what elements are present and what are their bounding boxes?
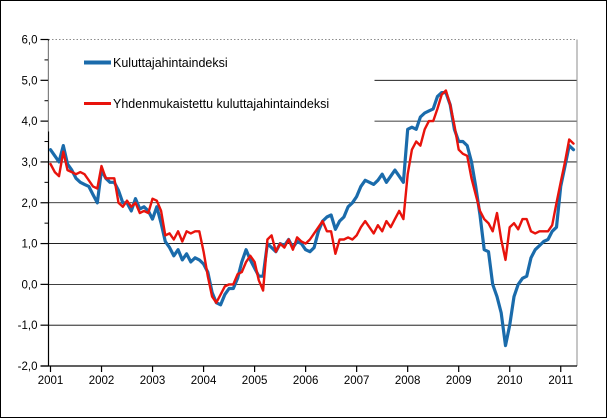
x-axis-label: 2006 <box>293 375 319 387</box>
x-axis-label: 2003 <box>140 375 166 387</box>
cpi-legend-label: Kuluttajahintaindeksi <box>113 56 228 70</box>
x-axis-label: 2005 <box>242 375 268 387</box>
legend-background <box>48 40 375 132</box>
x-axis-label: 2011 <box>548 375 573 387</box>
y-axis-labels: 6,0 5,0 4,0 3,0 2,0 1,0 0,0 -1,0 -2,0 <box>18 35 38 374</box>
hicp-line-series <box>49 89 575 304</box>
data-series <box>48 89 576 348</box>
x-axis-label: 2002 <box>89 375 115 387</box>
y-axis-label: 0,0 <box>22 279 38 291</box>
hicp-legend-label: Yhdenmukaistettu kuluttajahintaindeksi <box>113 97 329 111</box>
y-axis-label: 1,0 <box>22 239 38 251</box>
x-axis-label: 2009 <box>446 375 472 387</box>
y-axis-label: 5,0 <box>22 75 38 87</box>
x-axis-label: 2010 <box>497 375 523 387</box>
legend: Kuluttajahintaindeksi Yhdenmukaistettu k… <box>48 40 375 132</box>
x-axis-label: 2007 <box>344 375 370 387</box>
x-axis-label: 2001 <box>38 375 64 387</box>
x-axis-labels: 2001 2002 2003 2004 2005 2006 2007 2008 2009 2010… <box>38 375 573 387</box>
y-axis-label: 4,0 <box>22 116 38 128</box>
y-axis-label: -1,0 <box>18 320 38 332</box>
x-axis-label: 2008 <box>395 375 421 387</box>
cpi-line-series <box>48 90 576 348</box>
axis-ticks <box>40 38 562 372</box>
y-axis-label: 6,0 <box>22 35 38 47</box>
y-axis-label: 2,0 <box>22 198 38 210</box>
x-axis-label: 2004 <box>191 375 217 387</box>
y-axis-label: 3,0 <box>22 157 38 169</box>
y-axis-label: -2,0 <box>18 361 38 373</box>
